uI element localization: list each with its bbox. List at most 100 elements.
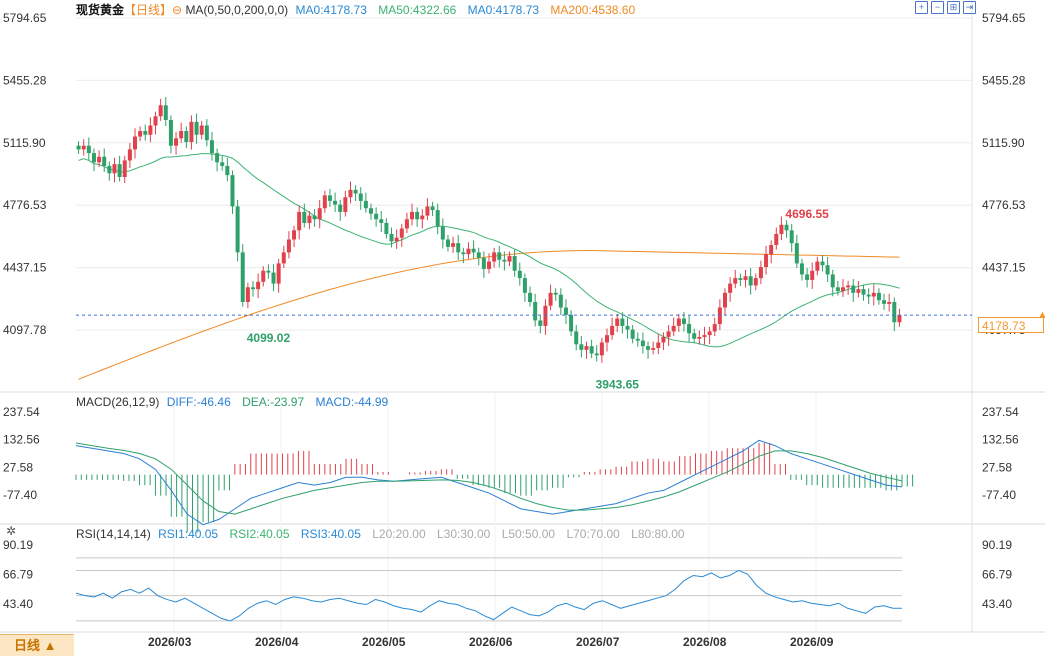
candle-body (230, 175, 235, 207)
candle-body (882, 300, 887, 304)
candle-body (276, 263, 281, 284)
candle-body (292, 230, 297, 240)
zoom-in-icon[interactable]: + (915, 1, 928, 14)
candle-body (805, 274, 810, 280)
macd-y-tick-right: 237.54 (982, 405, 1019, 419)
candle-body (640, 340, 645, 347)
ma200-value: MA200:4538.60 (550, 3, 636, 17)
candle-body (410, 211, 415, 220)
candle-body (363, 200, 368, 209)
candle-body (707, 331, 712, 336)
candle-body (738, 278, 743, 280)
expand-icon[interactable]: ⇥ (963, 1, 976, 14)
settings-circle-icon[interactable]: ⊖ (172, 3, 183, 17)
x-tick: 2026/03 (148, 635, 192, 649)
candle-body (204, 125, 209, 141)
candle-body (97, 156, 102, 163)
candle-body (723, 292, 727, 308)
candle-body (158, 105, 163, 117)
candle-body (148, 125, 153, 135)
candle-body (420, 215, 425, 220)
candle-body (497, 252, 502, 260)
candle-body (702, 335, 707, 337)
candle-body (661, 336, 666, 343)
rsi-panel (75, 557, 903, 622)
candle-body (764, 254, 769, 268)
candle-body (687, 324, 692, 334)
candle-body (743, 276, 748, 280)
rsi-y-tick-left: 90.19 (3, 538, 33, 552)
y-tick-right: 5115.90 (982, 136, 1025, 150)
candle-body (261, 270, 266, 282)
candle-body (794, 243, 799, 264)
rsi-header: RSI(14,14,14) RSI1:40.05 RSI2:40.05 RSI3… (76, 526, 685, 542)
y-tick-left: 4776.53 (3, 198, 47, 212)
rsi2: RSI2:40.05 (229, 527, 290, 541)
rsi-y-tick-right: 90.19 (982, 538, 1012, 552)
candle-body (799, 263, 804, 275)
period-label[interactable]: 【日线】 (124, 3, 173, 17)
candle-body (897, 315, 902, 323)
candle-body (579, 344, 584, 350)
axis-labels: 5794.65 5794.65 5455.28 5455.28 5115.90 5115.… (3, 11, 1026, 649)
ma-b-value: MA0:4178.73 (467, 3, 540, 17)
indicator-name: MA(0,50,0,200,0,0) (185, 3, 289, 17)
candle-body (528, 292, 533, 303)
candle-body (646, 346, 651, 350)
macd-dea: DEA:-23.97 (242, 395, 305, 409)
x-tick: 2026/05 (362, 635, 406, 649)
candle-body (81, 145, 86, 150)
x-tick: 2026/04 (255, 635, 299, 649)
rsi1: RSI1:40.05 (158, 527, 219, 541)
rsi-y-tick-right: 43.40 (982, 597, 1012, 611)
candle-body (830, 274, 835, 288)
candle-body (692, 333, 697, 339)
y-tick-left: 5115.90 (3, 136, 46, 150)
candle-body (651, 347, 656, 350)
candle-body (322, 195, 327, 209)
macd-header: MACD(26,12,9) DIFF:-46.46 DEA:-23.97 MAC… (76, 394, 388, 410)
candle-body (871, 292, 876, 297)
candle-body (297, 211, 302, 231)
rsi-name: RSI(14,14,14) (76, 527, 151, 541)
l50: L50:50.00 (501, 527, 556, 541)
candle-body (517, 270, 522, 279)
candlesticks (76, 96, 902, 363)
candle-body (91, 153, 96, 163)
l20: L20:20.00 (372, 527, 426, 541)
rsi-y-tick-right: 66.79 (982, 568, 1012, 582)
y-tick-right: 5794.65 (982, 11, 1026, 25)
candle-body (866, 294, 871, 297)
candle-body (415, 211, 420, 220)
candle-body (435, 210, 440, 227)
candle-body (671, 325, 676, 332)
candle-body (728, 283, 733, 293)
candle-body (769, 245, 774, 255)
candle-body (307, 215, 312, 223)
x-tick: 2026/08 (683, 635, 727, 649)
gear-icon[interactable]: ✲ (6, 524, 17, 538)
candle-body (466, 248, 471, 255)
candle-body (846, 285, 851, 288)
period-tab[interactable]: 日线 ▲ (0, 634, 74, 656)
candle-body (779, 224, 784, 234)
candle-body (630, 329, 635, 339)
candle-body (615, 318, 620, 326)
x-tick: 2026/07 (576, 635, 620, 649)
candle-body (286, 239, 291, 253)
candle-body (487, 261, 491, 269)
candle-body (563, 307, 568, 315)
candle-body (389, 233, 394, 242)
candle-body (379, 219, 384, 223)
rsi3: RSI3:40.05 (300, 527, 361, 541)
candle-body (153, 116, 158, 126)
candle-body (317, 208, 322, 220)
compress-icon[interactable]: ⊞ (947, 1, 960, 14)
y-tick-left: 5455.28 (3, 73, 47, 87)
candle-body (825, 265, 830, 275)
candle-body (102, 156, 107, 166)
candle-body (220, 162, 225, 166)
candle-body (841, 287, 845, 291)
zoom-out-icon[interactable]: − (931, 1, 944, 14)
